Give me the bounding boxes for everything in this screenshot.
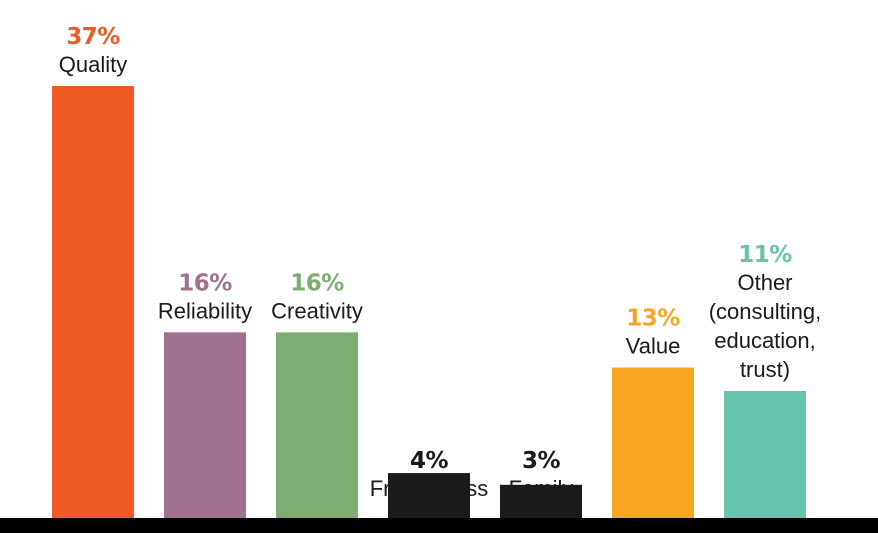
category-label: Quality [59, 52, 127, 77]
category-label: education, [714, 328, 816, 353]
bar-4 [500, 484, 582, 520]
baseline-band [0, 518, 878, 533]
bar-5 [612, 367, 694, 520]
value-label: 11% [738, 242, 792, 268]
bar-3 [388, 473, 470, 520]
value-label: 3% [522, 448, 561, 474]
category-label: trust) [740, 357, 790, 382]
category-label: Creativity [271, 298, 363, 323]
labels-layer: Quality37%Reliability16%Creativity16%Fri… [59, 24, 822, 501]
value-label: 13% [626, 306, 680, 332]
bars-layer [52, 86, 806, 520]
bar-6 [724, 390, 806, 520]
category-label: Other [737, 270, 792, 295]
category-label: Family [509, 476, 574, 501]
bar-1 [164, 332, 246, 520]
value-label: 16% [178, 270, 232, 296]
category-label: Reliability [158, 298, 252, 323]
value-label: 4% [410, 448, 449, 474]
category-label: Friendliness [370, 476, 489, 501]
value-label: 16% [290, 270, 344, 296]
bar-0 [52, 86, 134, 520]
category-label: Value [626, 334, 681, 359]
value-label: 37% [66, 24, 120, 50]
bar-2 [276, 332, 358, 520]
category-label: (consulting, [709, 299, 822, 324]
